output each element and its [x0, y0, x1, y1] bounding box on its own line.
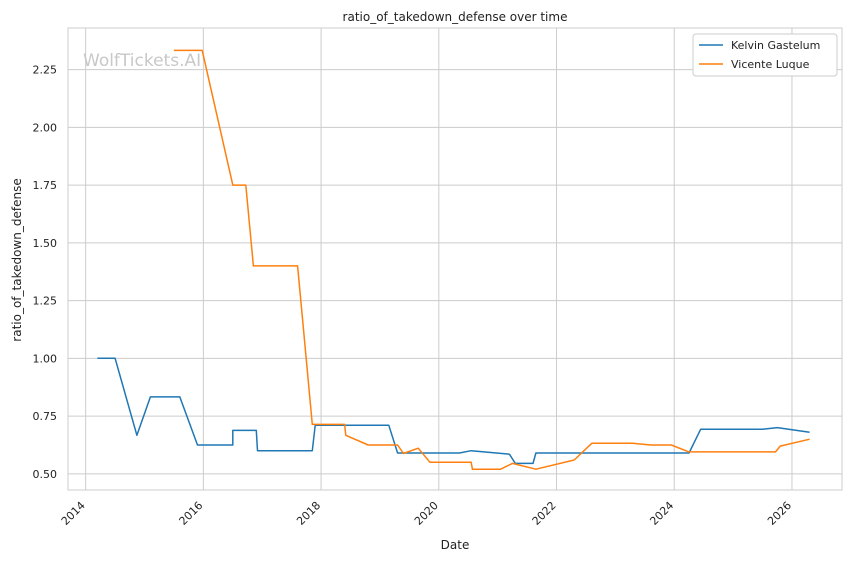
y-tick-label: 1.75 [33, 179, 58, 192]
watermark: WolfTickets.AI [83, 51, 201, 71]
y-tick-label: 1.25 [33, 295, 58, 308]
y-tick-label: 0.75 [33, 410, 58, 423]
x-tick-label: 2016 [177, 499, 206, 528]
x-axis-ticks: 2014 2016 2018 2020 2022 2024 2026 [59, 499, 794, 528]
chart-title: ratio_of_takedown_defense over time [343, 10, 568, 24]
grid [68, 28, 842, 490]
y-axis-ticks: 0.50 0.75 1.00 1.25 1.50 1.75 2.00 2.25 [33, 64, 58, 481]
x-axis-label: Date [441, 538, 470, 552]
series-line-vicente-luque [173, 49, 810, 470]
legend-label-vicente-luque: Vicente Luque [731, 58, 810, 71]
y-tick-label: 1.00 [33, 352, 58, 365]
y-tick-label: 1.50 [33, 237, 58, 250]
x-tick-label: 2020 [412, 499, 441, 528]
legend-label-kelvin-gastelum: Kelvin Gastelum [731, 39, 820, 52]
x-tick-label: 2022 [530, 499, 559, 528]
x-tick-label: 2014 [59, 499, 88, 528]
series-group [97, 49, 810, 470]
y-axis-label: ratio_of_takedown_defense [10, 178, 24, 341]
x-tick-label: 2018 [294, 499, 323, 528]
series-line-kelvin-gastelum [97, 357, 810, 465]
plot-area [67, 27, 843, 491]
legend-box [692, 33, 838, 77]
legend: Kelvin Gastelum Vicente Luque [692, 33, 838, 77]
y-tick-label: 0.50 [33, 468, 58, 481]
y-tick-label: 2.25 [33, 64, 58, 77]
y-tick-label: 2.00 [33, 121, 58, 134]
x-tick-label: 2024 [647, 499, 676, 528]
x-tick-label: 2026 [765, 499, 794, 528]
